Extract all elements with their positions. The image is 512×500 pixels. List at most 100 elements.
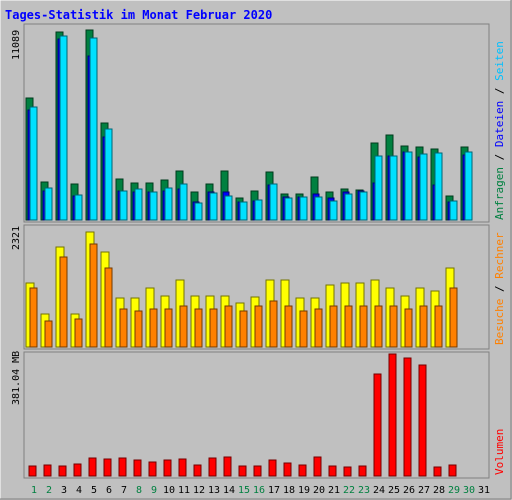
bar-requests-day-7-front bbox=[119, 190, 128, 221]
legend-item-dateien: Dateien bbox=[493, 101, 506, 147]
x-label-day-20: 20 bbox=[313, 485, 325, 496]
bar-visits-day-20-front bbox=[314, 308, 323, 348]
bar-visits-day-5-front bbox=[89, 243, 98, 348]
bar-requests-day-28-front bbox=[434, 152, 443, 221]
bar-volume-day-20 bbox=[313, 456, 322, 477]
bar-layer bbox=[25, 29, 473, 477]
bar-visits-day-4-front bbox=[74, 318, 83, 348]
bar-volume-day-13 bbox=[208, 457, 217, 477]
bar-requests-day-10-front bbox=[164, 187, 173, 221]
bar-volume-day-12 bbox=[193, 464, 202, 477]
legend-requests: Anfragen / Dateien / Seiten bbox=[493, 41, 506, 220]
bar-requests-day-18-front bbox=[284, 197, 293, 221]
x-label-day-12: 12 bbox=[193, 485, 205, 496]
x-label-day-19: 19 bbox=[298, 485, 310, 496]
bar-requests-day-16-front bbox=[254, 199, 263, 221]
bar-requests-day-13-front bbox=[209, 192, 218, 221]
bar-visits-day-19-front bbox=[299, 310, 308, 348]
x-label-day-18: 18 bbox=[283, 485, 295, 496]
x-label-day-28: 28 bbox=[433, 485, 445, 496]
x-label-day-31: 31 bbox=[478, 485, 490, 496]
bar-visits-day-1-front bbox=[29, 287, 38, 348]
bar-visits-day-28-front bbox=[434, 305, 443, 348]
bar-volume-day-2 bbox=[43, 464, 52, 477]
bar-visits-day-9-front bbox=[149, 308, 158, 348]
bar-volume-day-24 bbox=[373, 373, 382, 477]
bar-visits-day-15-front bbox=[239, 310, 248, 348]
x-label-day-8: 8 bbox=[136, 485, 142, 496]
bar-requests-day-21-front bbox=[329, 200, 338, 221]
bar-requests-day-8-front bbox=[134, 188, 143, 221]
bar-requests-day-30-front bbox=[464, 151, 473, 221]
bar-visits-day-23-front bbox=[359, 305, 368, 348]
x-label-day-6: 6 bbox=[106, 485, 112, 496]
bar-visits-day-21-front bbox=[329, 305, 338, 348]
bar-requests-day-26-front bbox=[404, 151, 413, 221]
bar-requests-day-29-front bbox=[449, 200, 458, 221]
bar-volume-day-18 bbox=[283, 462, 292, 477]
bar-requests-day-27-front bbox=[419, 153, 428, 221]
legend-item-volumen: Volumen bbox=[493, 429, 506, 475]
x-label-day-22: 22 bbox=[343, 485, 355, 496]
bar-volume-day-7 bbox=[118, 457, 127, 477]
x-label-day-14: 14 bbox=[223, 485, 235, 496]
bar-visits-day-14-front bbox=[224, 305, 233, 348]
bar-volume-day-9 bbox=[148, 461, 157, 477]
legend-item-anfragen: Anfragen bbox=[493, 167, 506, 220]
x-label-day-1: 1 bbox=[31, 485, 37, 496]
bar-volume-day-17 bbox=[268, 459, 277, 477]
bar-volume-day-4 bbox=[73, 463, 82, 477]
bar-visits-day-17-front bbox=[269, 300, 278, 348]
bar-requests-day-1-front bbox=[29, 106, 38, 221]
bar-volume-day-21 bbox=[328, 465, 337, 477]
bar-volume-day-11 bbox=[178, 458, 187, 477]
bar-visits-day-8-front bbox=[134, 310, 143, 348]
bar-volume-day-27 bbox=[418, 364, 427, 477]
x-label-day-11: 11 bbox=[178, 485, 190, 496]
legend-item-rechner: Rechner bbox=[493, 232, 506, 279]
bar-requests-day-3-front bbox=[59, 35, 68, 221]
bar-visits-day-26-front bbox=[404, 308, 413, 348]
bar-requests-day-9-front bbox=[149, 191, 158, 221]
bar-requests-day-19-front bbox=[299, 196, 308, 221]
x-label-day-13: 13 bbox=[208, 485, 220, 496]
bar-visits-day-29-front bbox=[449, 287, 458, 348]
y-max-label-requests: 11089 bbox=[11, 30, 22, 60]
bar-visits-day-22-front bbox=[344, 305, 353, 348]
x-label-day-7: 7 bbox=[121, 485, 127, 496]
y-max-label-visits: 2321 bbox=[11, 226, 22, 250]
legend-item-besuche: Besuche bbox=[493, 299, 506, 345]
x-label-day-15: 15 bbox=[238, 485, 250, 496]
legend-visits: Besuche / Rechner bbox=[493, 232, 506, 345]
legend-item-seiten: Seiten bbox=[493, 41, 506, 81]
x-label-day-3: 3 bbox=[61, 485, 67, 496]
x-label-day-29: 29 bbox=[448, 485, 460, 496]
bar-volume-day-25 bbox=[388, 353, 397, 477]
x-label-day-10: 10 bbox=[163, 485, 175, 496]
bar-visits-day-24-front bbox=[374, 305, 383, 348]
bar-volume-day-10 bbox=[163, 459, 172, 477]
bar-volume-day-15 bbox=[238, 465, 247, 477]
bar-visits-day-27-front bbox=[419, 305, 428, 348]
bar-requests-day-22-front bbox=[344, 193, 353, 221]
bar-volume-day-16 bbox=[253, 465, 262, 477]
bar-volume-day-3 bbox=[58, 465, 67, 477]
bar-visits-day-7-front bbox=[119, 308, 128, 348]
bar-volume-day-5 bbox=[88, 457, 97, 477]
x-label-day-27: 27 bbox=[418, 485, 430, 496]
x-label-day-23: 23 bbox=[358, 485, 370, 496]
bar-requests-day-23-front bbox=[359, 191, 368, 221]
bar-requests-day-15-front bbox=[239, 201, 248, 221]
bar-volume-day-23 bbox=[358, 465, 367, 477]
x-label-day-2: 2 bbox=[46, 485, 52, 496]
bar-requests-day-4-front bbox=[74, 194, 83, 221]
x-label-day-9: 9 bbox=[151, 485, 157, 496]
x-label-day-25: 25 bbox=[388, 485, 400, 496]
bar-volume-day-19 bbox=[298, 464, 307, 477]
x-label-day-24: 24 bbox=[373, 485, 385, 496]
bar-requests-day-2-front bbox=[44, 187, 53, 221]
x-label-day-30: 30 bbox=[463, 485, 475, 496]
y-max-label-volume: 381.04 MB bbox=[11, 351, 22, 405]
x-label-day-26: 26 bbox=[403, 485, 415, 496]
